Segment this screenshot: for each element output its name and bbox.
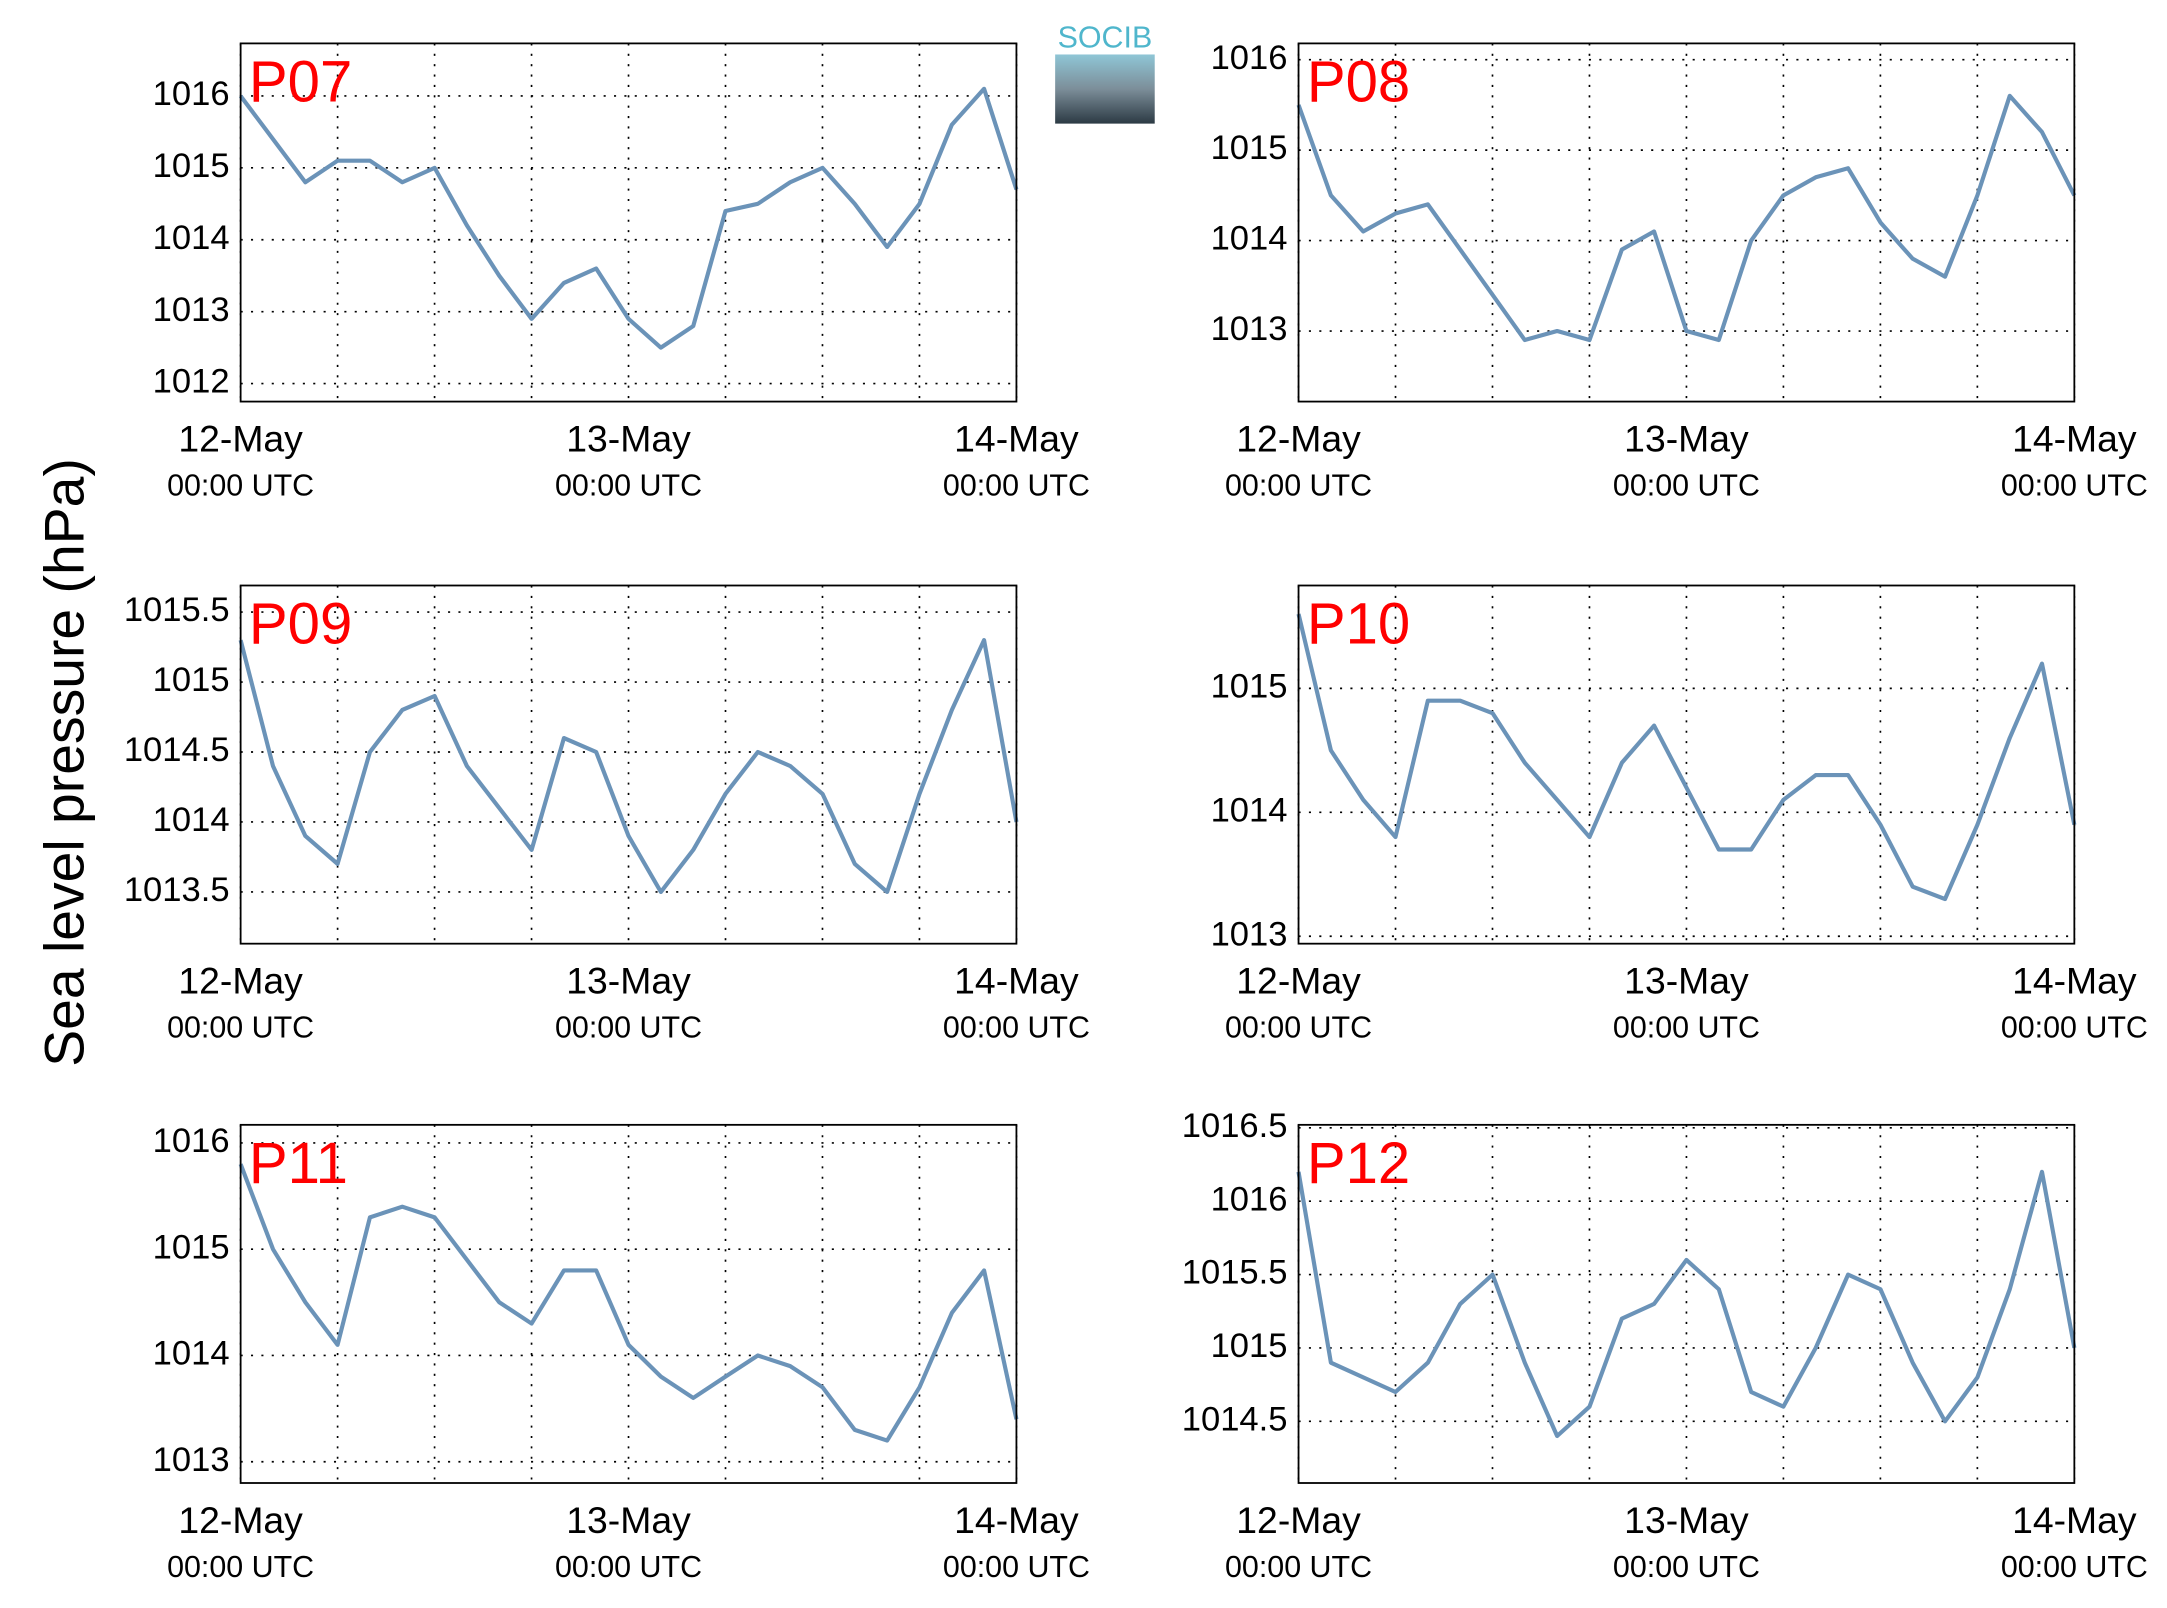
panel-title: P09 bbox=[249, 592, 352, 657]
panel: 1013 1014 1015 1016 12-May 00:00 UTC 13-May 00:… bbox=[1211, 39, 2148, 503]
x-tick-label: 14-May bbox=[2012, 1499, 2137, 1541]
y-tick-label: 1014 bbox=[1211, 791, 1288, 829]
x-tick-label: 14-May bbox=[2012, 417, 2137, 459]
logo-text: SOCIB bbox=[1058, 21, 1153, 55]
y-tick-label: 1015.5 bbox=[124, 591, 230, 629]
panel-title: P12 bbox=[1307, 1131, 1410, 1196]
x-tick-label: 12-May bbox=[178, 417, 303, 459]
y-axis-label: Sea level pressure (hPa) bbox=[34, 458, 96, 1067]
y-tick-label: 1014.5 bbox=[1182, 1400, 1288, 1438]
y-tick-label: 1013.5 bbox=[124, 871, 230, 909]
x-tick-sublabel: 00:00 UTC bbox=[1613, 469, 1760, 503]
y-tick-label: 1013 bbox=[153, 1441, 230, 1479]
x-tick-sublabel: 00:00 UTC bbox=[555, 469, 702, 503]
x-tick-label: 12-May bbox=[1236, 959, 1361, 1001]
x-tick-sublabel: 00:00 UTC bbox=[555, 1011, 702, 1045]
plot-frame bbox=[1297, 584, 2076, 945]
plot-frame bbox=[239, 1123, 1018, 1484]
x-tick-label: 13-May bbox=[1624, 417, 1749, 459]
x-tick-sublabel: 00:00 UTC bbox=[1613, 1011, 1760, 1045]
y-tick-label: 1016 bbox=[153, 1122, 230, 1160]
x-tick-label: 13-May bbox=[1624, 1499, 1749, 1541]
x-tick-sublabel: 00:00 UTC bbox=[943, 1011, 1090, 1045]
plot-frame bbox=[239, 42, 1018, 403]
y-tick-label: 1015.5 bbox=[1182, 1254, 1288, 1292]
x-tick-label: 13-May bbox=[1624, 959, 1749, 1001]
y-tick-label: 1015 bbox=[153, 661, 230, 699]
x-tick-label: 14-May bbox=[954, 417, 1079, 459]
data-line bbox=[238, 1163, 1019, 1443]
panel-title: P08 bbox=[1307, 49, 1410, 114]
panel-title: P07 bbox=[249, 49, 352, 114]
x-tick-sublabel: 00:00 UTC bbox=[2001, 1011, 2148, 1045]
x-tick-sublabel: 00:00 UTC bbox=[943, 469, 1090, 503]
panel-title: P10 bbox=[1307, 592, 1410, 657]
panel: 1013.5 1014 1014.5 1015 1015.5 12-May 00:00 UT… bbox=[124, 584, 1090, 1045]
x-tick-label: 13-May bbox=[566, 1499, 691, 1541]
data-line bbox=[1296, 93, 2077, 343]
x-tick-label: 13-May bbox=[566, 959, 691, 1001]
plot-frame bbox=[1297, 42, 2076, 403]
panel: 1014.5 1015 1015.5 1016 1016.5 12-May 00:00 UT… bbox=[1182, 1107, 2148, 1584]
y-tick-label: 1015 bbox=[153, 1228, 230, 1266]
data-line bbox=[238, 86, 1019, 350]
x-tick-label: 12-May bbox=[1236, 1499, 1361, 1541]
x-tick-sublabel: 00:00 UTC bbox=[943, 1550, 1090, 1584]
panel: 1013 1014 1015 12-May 00:00 UTC 13-May 00:00 U… bbox=[1211, 584, 2148, 1045]
y-tick-label: 1016 bbox=[153, 75, 230, 113]
y-tick-label: 1016 bbox=[1211, 1180, 1288, 1218]
y-tick-label: 1015 bbox=[153, 147, 230, 185]
y-tick-label: 1015 bbox=[1211, 667, 1288, 705]
panel: 1012 1013 1014 1015 1016 12-May 00:00 UTC 13-Ma… bbox=[153, 42, 1090, 503]
logo: SOCIB bbox=[1055, 21, 1155, 124]
x-tick-sublabel: 00:00 UTC bbox=[167, 1550, 314, 1584]
x-tick-sublabel: 00:00 UTC bbox=[1613, 1550, 1760, 1584]
y-tick-label: 1015 bbox=[1211, 1327, 1288, 1365]
panel: 1013 1014 1015 1016 12-May 00:00 UTC 13-May 00:… bbox=[153, 1122, 1090, 1584]
y-tick-label: 1013 bbox=[153, 291, 230, 329]
data-line bbox=[238, 638, 1019, 895]
x-tick-sublabel: 00:00 UTC bbox=[1225, 1011, 1372, 1045]
x-tick-sublabel: 00:00 UTC bbox=[555, 1550, 702, 1584]
y-tick-label: 1015 bbox=[1211, 129, 1288, 167]
x-tick-label: 14-May bbox=[954, 959, 1079, 1001]
x-tick-sublabel: 00:00 UTC bbox=[2001, 469, 2148, 503]
y-tick-label: 1016.5 bbox=[1182, 1107, 1288, 1145]
x-tick-sublabel: 00:00 UTC bbox=[1225, 469, 1372, 503]
y-tick-label: 1014 bbox=[1211, 220, 1288, 258]
x-tick-sublabel: 00:00 UTC bbox=[2001, 1550, 2148, 1584]
y-tick-label: 1014 bbox=[153, 801, 230, 839]
y-tick-label: 1016 bbox=[1211, 39, 1288, 77]
panel-title: P11 bbox=[249, 1131, 348, 1196]
x-tick-label: 12-May bbox=[1236, 417, 1361, 459]
x-tick-label: 13-May bbox=[566, 417, 691, 459]
x-tick-label: 14-May bbox=[2012, 959, 2137, 1001]
x-tick-sublabel: 00:00 UTC bbox=[1225, 1550, 1372, 1584]
y-tick-label: 1012 bbox=[153, 363, 230, 401]
x-tick-sublabel: 00:00 UTC bbox=[167, 469, 314, 503]
logo-block bbox=[1055, 54, 1155, 124]
x-tick-label: 12-May bbox=[178, 1499, 303, 1541]
x-tick-label: 12-May bbox=[178, 959, 303, 1001]
data-line bbox=[1296, 613, 2077, 902]
y-tick-label: 1014 bbox=[153, 1335, 230, 1373]
y-tick-label: 1014.5 bbox=[124, 731, 230, 769]
y-tick-label: 1014 bbox=[153, 219, 230, 257]
x-tick-sublabel: 00:00 UTC bbox=[167, 1011, 314, 1045]
y-tick-label: 1013 bbox=[1211, 310, 1288, 348]
data-line bbox=[1296, 1169, 2077, 1439]
plot-frame bbox=[1297, 1123, 2076, 1484]
x-tick-label: 14-May bbox=[954, 1499, 1079, 1541]
y-tick-label: 1013 bbox=[1211, 915, 1288, 953]
plot-frame bbox=[239, 584, 1018, 945]
